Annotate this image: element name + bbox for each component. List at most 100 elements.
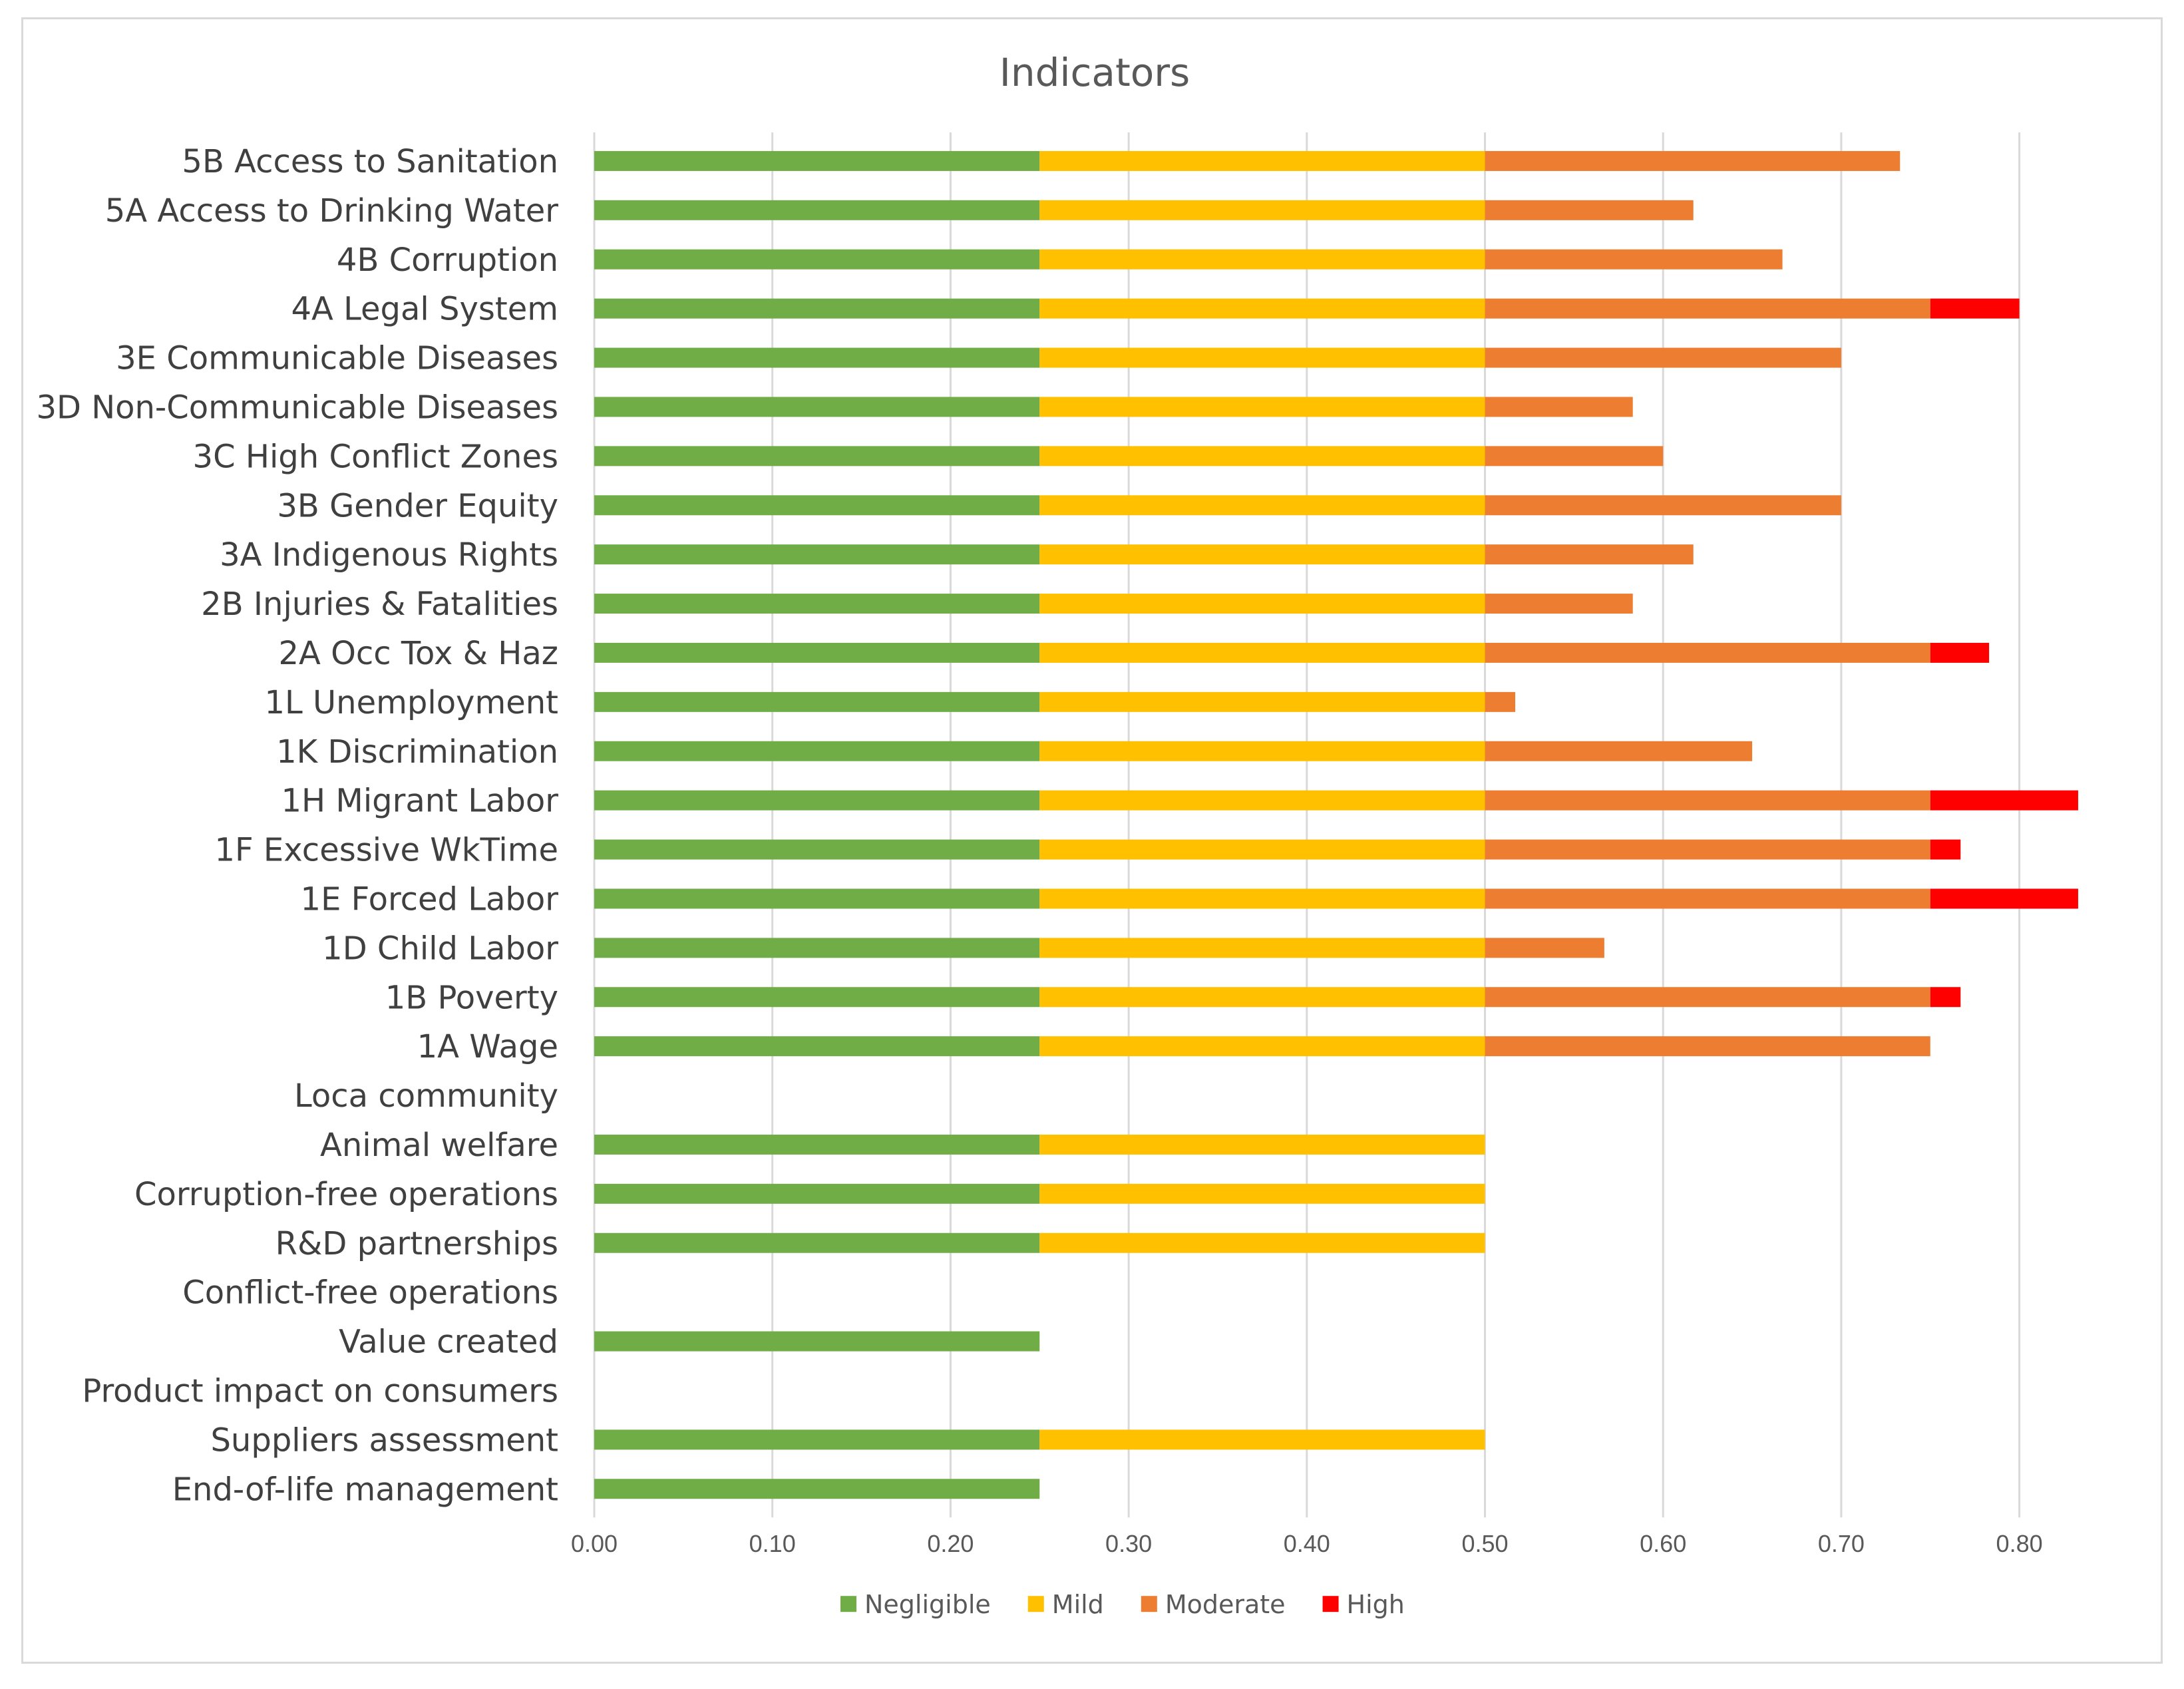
bar-mild <box>1039 1036 1485 1057</box>
bar-moderate <box>1485 594 1633 614</box>
legend-swatch-negligible <box>840 1596 856 1612</box>
bar-high <box>1930 888 2078 909</box>
bar-negligible <box>594 1183 1040 1204</box>
bar-moderate <box>1485 691 1516 712</box>
bar-mild <box>1039 741 1485 761</box>
bar-moderate <box>1485 200 1694 220</box>
bar-moderate <box>1485 888 1930 909</box>
bar-moderate <box>1485 249 1783 270</box>
bar-moderate <box>1485 839 1930 860</box>
category-label: 1L Unemployment <box>265 684 559 721</box>
bar-mild <box>1039 987 1485 1008</box>
bar-negligible <box>594 741 1040 761</box>
category-label: 4B Corruption <box>337 242 558 279</box>
bar-mild <box>1039 495 1485 516</box>
bar-negligible <box>594 298 1040 319</box>
category-label: 5A Access to Drinking Water <box>105 192 559 230</box>
bar-moderate <box>1485 987 1930 1008</box>
bar-negligible <box>594 249 1040 270</box>
chart-svg: Indicators 5B Access to Sanitation 5A Acc… <box>36 50 2078 1619</box>
bar-moderate <box>1485 790 1930 811</box>
bar-mild <box>1039 446 1485 467</box>
bar-negligible <box>594 150 1040 171</box>
bar-mild <box>1039 150 1485 171</box>
legend: Negligible Mild Moderate High <box>840 1590 1405 1619</box>
bar-negligible <box>594 1331 1040 1352</box>
bar-negligible <box>594 888 1040 909</box>
chart-frame: Indicators 5B Access to Sanitation 5A Acc… <box>21 17 2163 1664</box>
category-label: Corruption-free operations <box>134 1176 558 1213</box>
bar-mild <box>1039 1232 1485 1253</box>
bar-mild <box>1039 347 1485 368</box>
bar-high <box>1930 790 2078 811</box>
category-label: 3E Communicable Diseases <box>116 340 558 377</box>
category-label: 1A Wage <box>417 1028 558 1065</box>
chart-title: Indicators <box>1000 50 1190 95</box>
bar-negligible <box>594 544 1040 565</box>
x-tick-label: 0.80 <box>1996 1530 2043 1557</box>
x-tick-label: 0.50 <box>1461 1530 1508 1557</box>
bar-high <box>1930 987 1961 1008</box>
bar-moderate <box>1485 495 1841 516</box>
category-label: Loca community <box>294 1077 558 1115</box>
bar-mild <box>1039 888 1485 909</box>
bar-negligible <box>594 347 1040 368</box>
bar-mild <box>1039 200 1485 220</box>
bar-moderate <box>1485 642 1930 663</box>
category-label: 3B Gender Equity <box>277 487 558 524</box>
category-label: 2B Injuries & Fatalities <box>201 586 558 623</box>
bar-high <box>1930 298 2020 319</box>
category-label: 1F Excessive WkTime <box>215 832 559 869</box>
bar-negligible <box>594 1036 1040 1057</box>
bar-moderate <box>1485 150 1901 171</box>
bar-mild <box>1039 249 1485 270</box>
legend-label-negligible: Negligible <box>864 1590 991 1619</box>
category-label: 4A Legal System <box>291 291 558 328</box>
x-tick-label: 0.70 <box>1818 1530 1865 1557</box>
legend-label-moderate: Moderate <box>1165 1590 1286 1619</box>
category-label: 5B Access to Sanitation <box>182 143 558 180</box>
category-label: 3A Indigenous Rights <box>220 536 558 574</box>
x-tick-label: 0.10 <box>749 1530 796 1557</box>
bar-mild <box>1039 642 1485 663</box>
legend-swatch-mild <box>1027 1596 1044 1612</box>
category-label: R&D partnerships <box>275 1225 558 1262</box>
bar-negligible <box>594 594 1040 614</box>
grid-layer <box>593 132 2021 1518</box>
bar-moderate <box>1485 446 1664 467</box>
category-label: 1K Discrimination <box>276 733 558 771</box>
bar-negligible <box>594 397 1040 417</box>
bar-layer <box>594 150 2078 1499</box>
category-label: 3D Non-Communicable Diseases <box>36 389 558 426</box>
bar-negligible <box>594 1429 1040 1450</box>
bar-mild <box>1039 938 1485 958</box>
category-label: End-of-life management <box>172 1471 558 1508</box>
bar-mild <box>1039 1183 1485 1204</box>
bar-negligible <box>594 642 1040 663</box>
category-label: Conflict-free operations <box>182 1274 558 1312</box>
bar-high <box>1930 839 1961 860</box>
bar-negligible <box>594 495 1040 516</box>
bar-negligible <box>594 1134 1040 1155</box>
category-label: Animal welfare <box>320 1127 558 1164</box>
bar-mild <box>1039 790 1485 811</box>
x-tick-label: 0.00 <box>571 1530 618 1557</box>
bar-negligible <box>594 1479 1040 1499</box>
bar-mild <box>1039 544 1485 565</box>
legend-label-high: High <box>1347 1590 1405 1619</box>
bar-negligible <box>594 691 1040 712</box>
bar-moderate <box>1485 938 1604 958</box>
bar-mild <box>1039 298 1485 319</box>
bar-moderate <box>1485 347 1841 368</box>
x-tick-label: 0.20 <box>927 1530 974 1557</box>
category-label: 3C High Conflict Zones <box>193 438 558 475</box>
bar-moderate <box>1485 1036 1930 1057</box>
legend-swatch-moderate <box>1141 1596 1157 1612</box>
category-label: 1D Child Labor <box>322 930 558 967</box>
bar-moderate <box>1485 298 1930 319</box>
bar-negligible <box>594 446 1040 467</box>
bar-mild <box>1039 397 1485 417</box>
bar-negligible <box>594 200 1040 220</box>
bar-negligible <box>594 938 1040 958</box>
x-tick-label: 0.60 <box>1640 1530 1686 1557</box>
